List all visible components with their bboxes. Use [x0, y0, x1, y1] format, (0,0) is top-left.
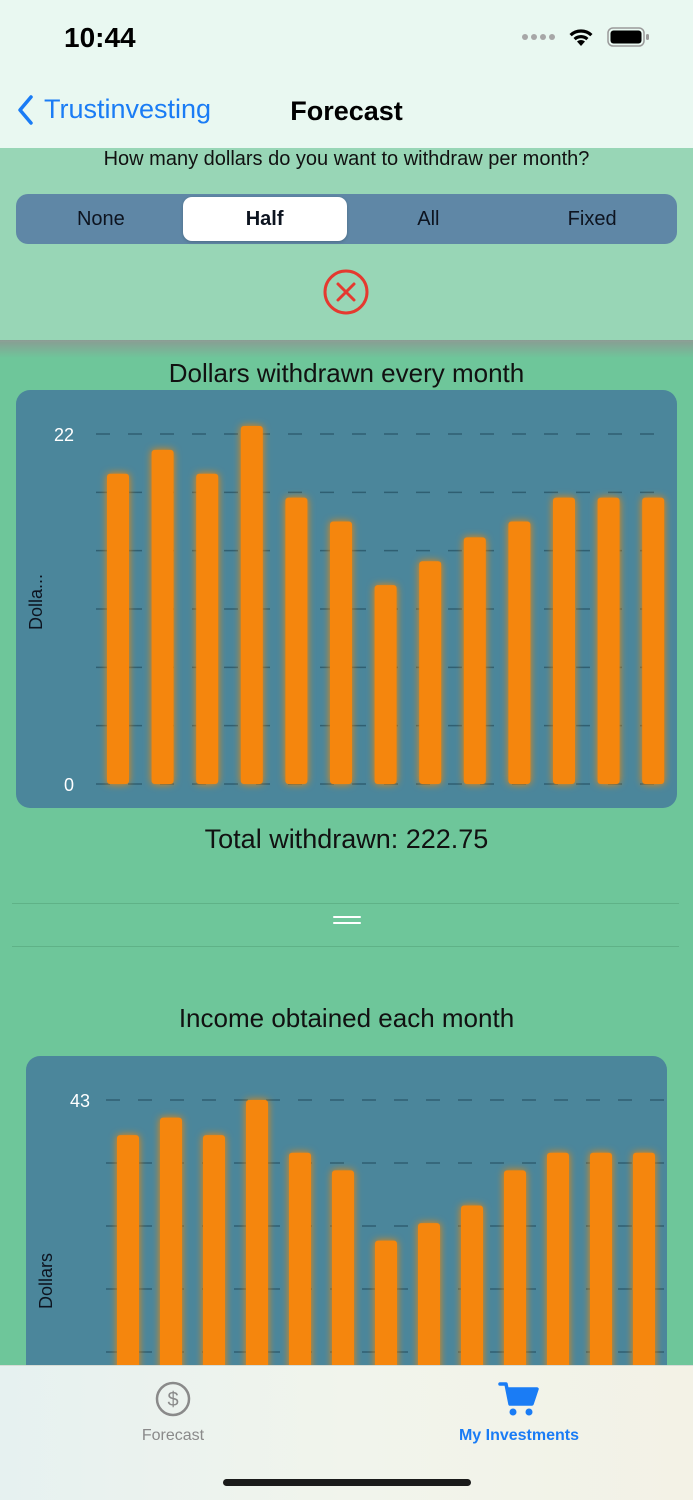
divider-bottom: [12, 946, 679, 947]
tab-forecast-label: Forecast: [141, 1427, 205, 1444]
panel-shadow: [0, 340, 693, 358]
bar: [151, 449, 174, 784]
chevron-left-icon: [18, 94, 33, 125]
status-time: 10:44: [64, 22, 136, 53]
wifi-icon: [569, 29, 593, 46]
total-withdrawn: Total withdrawn: 222.75: [204, 824, 489, 854]
bar: [597, 497, 620, 784]
bar: [117, 1135, 139, 1386]
page-title: Forecast: [290, 96, 403, 126]
withdraw-mode-segmented-control[interactable]: None Half All Fixed: [16, 194, 677, 244]
bar: [504, 1170, 526, 1386]
income-chart-title: Income obtained each month: [178, 1003, 515, 1033]
bar: [330, 521, 352, 784]
cart-icon: [498, 1382, 539, 1416]
withdrawn-chart: 22 0 Dolla...: [16, 390, 677, 808]
svg-text:$: $: [167, 1389, 178, 1411]
bar: [160, 1117, 182, 1386]
tab-bar: $ Forecast My Investments: [0, 1365, 693, 1500]
income-chart: 43 Dollars: [26, 1056, 667, 1386]
divider-top: [12, 903, 679, 904]
bar: [375, 1240, 397, 1386]
y-tick-label-min: 0: [64, 775, 74, 795]
home-indicator: [223, 1479, 471, 1486]
battery-icon: [607, 27, 649, 47]
bar: [289, 1152, 311, 1386]
back-button[interactable]: Trustinvesting: [18, 94, 211, 125]
segment-all[interactable]: All: [417, 207, 440, 230]
bar: [547, 1152, 569, 1386]
bar: [240, 426, 263, 784]
bar: [590, 1152, 612, 1386]
status-indicators: [522, 26, 651, 48]
bar: [553, 497, 575, 784]
bar: [642, 497, 665, 784]
bar: [508, 521, 531, 784]
back-button-label: Trustinvesting: [44, 94, 212, 124]
y-tick-label-max: 22: [54, 425, 74, 445]
bar: [419, 561, 442, 784]
segment-none[interactable]: None: [76, 207, 125, 230]
navigation-bar: 10:44 Trustinvesting Forecast: [0, 0, 693, 148]
bar: [203, 1135, 225, 1386]
bar: [374, 585, 397, 784]
bar: [463, 537, 486, 784]
bar: [461, 1205, 483, 1386]
bar: [196, 473, 219, 784]
bar: [107, 473, 129, 784]
bar: [246, 1100, 268, 1386]
y-tick-label-max: 43: [70, 1091, 90, 1111]
tab-forecast[interactable]: $ Forecast: [73, 1380, 273, 1445]
bar: [633, 1152, 655, 1386]
segment-half[interactable]: Half: [182, 197, 347, 241]
y-axis-label: Dolla...: [26, 574, 46, 630]
withdraw-options-panel: [0, 148, 693, 342]
bar: [418, 1223, 440, 1386]
y-axis-label: Dollars: [36, 1253, 56, 1309]
tab-my-investments[interactable]: My Investments: [419, 1380, 619, 1445]
dollar-circle-icon: $: [155, 1381, 191, 1417]
cellular-signal-icon: [522, 34, 555, 40]
drag-handle-icon[interactable]: [333, 916, 361, 928]
bar: [332, 1170, 354, 1386]
segment-fixed[interactable]: Fixed: [567, 207, 617, 230]
withdrawn-chart-title: Dollars withdrawn every month: [168, 358, 525, 388]
withdraw-question: How many dollars do you want to withdraw…: [103, 148, 590, 170]
tab-my-investments-label: My Investments: [458, 1427, 580, 1444]
clear-circle-icon[interactable]: [322, 268, 370, 316]
bar: [285, 497, 308, 784]
